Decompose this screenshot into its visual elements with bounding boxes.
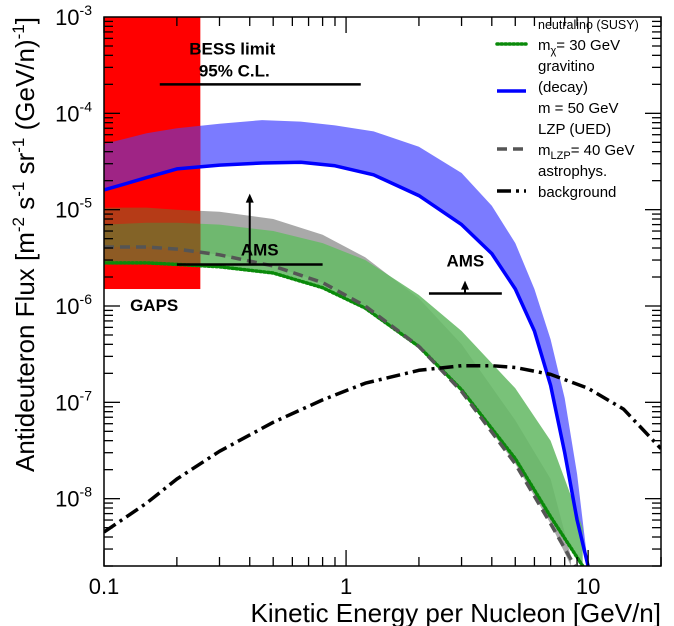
legend-part: = 30 GeV	[556, 37, 620, 54]
legend-text-neutralino-0: neutralino (SUSY)	[538, 18, 639, 32]
x-tick-label: 10	[576, 574, 600, 599]
legend-part: (decay)	[538, 79, 588, 96]
y-axis-label: Antideuteron Flux [m-2 s-1 sr-1 (GeV/n)-…	[9, 17, 40, 472]
y-tick-base: 10	[55, 198, 79, 223]
legend-text-background-0: astrophys.	[538, 163, 607, 180]
plot-frame	[103, 16, 662, 567]
legend-part: LZP (UED)	[538, 121, 611, 138]
y-tick-base: 10	[55, 294, 79, 319]
y-tick-exp: -8	[80, 484, 93, 500]
ams-label-3: AMS	[446, 252, 484, 271]
y-tick-exp: -4	[80, 98, 93, 114]
legend-part: gravitino	[538, 58, 595, 75]
y-label-part: sr	[10, 152, 40, 181]
background-line	[104, 363, 661, 534]
y-tick-base: 10	[55, 101, 79, 126]
y-tick-label: 10-5	[55, 195, 92, 223]
neutralino-line	[104, 261, 585, 566]
y-label-part: (GeV/n)	[10, 39, 40, 137]
gaps-label: GAPS	[130, 296, 178, 315]
ams-label-2: AMS	[241, 240, 279, 259]
ams-arrow-head-2	[245, 193, 254, 203]
y-tick-label: 10-8	[55, 484, 92, 512]
y-label-sup: -2	[9, 217, 28, 232]
y-tick-base: 10	[55, 487, 79, 512]
legend-part: m = 50 GeV	[538, 100, 618, 117]
y-label-part: ]	[10, 17, 40, 24]
legend-text-lzp-1: mLZP= 40 GeV	[538, 142, 634, 162]
legend-part: m	[538, 142, 551, 159]
bess-label-line1: BESS limit	[189, 39, 275, 58]
legend-entry-background: astrophys. background	[497, 163, 616, 201]
legend-entry-lzp: LZP (UED) mLZP= 40 GeV	[497, 121, 634, 162]
legend-entry-gravitino: gravitino (decay) m = 50 GeV	[497, 58, 618, 117]
x-tick-label: 0.1	[89, 574, 120, 599]
legend-small: neutralino (SUSY)	[538, 18, 639, 32]
legend-part: = 40 GeV	[571, 142, 635, 159]
x-tick-label: 1	[340, 574, 352, 599]
x-axis-label: Kinetic Energy per Nucleon [GeV/n]	[251, 598, 661, 626]
y-label-sup: -1	[9, 24, 28, 39]
legend-text-gravitino-1: (decay)	[538, 79, 588, 96]
legend-sub: χ	[551, 45, 557, 57]
y-tick-label: 10-6	[55, 291, 92, 319]
neutralino-gaps-overlap	[104, 222, 201, 266]
gravitino-line	[104, 160, 590, 566]
legend-entry-neutralino: neutralino (SUSY) mχ= 30 GeV	[495, 18, 639, 57]
legend-text-neutralino-1: mχ= 30 GeV	[538, 37, 620, 57]
y-label-part: s	[10, 197, 40, 217]
legend-text-gravitino-2: m = 50 GeV	[538, 100, 618, 117]
y-tick-label: 10-3	[55, 2, 92, 30]
gravitino-gaps-overlap	[104, 125, 201, 190]
y-tick-base: 10	[55, 390, 79, 415]
legend-sub: LZP	[551, 150, 571, 162]
y-label-sup: -1	[9, 182, 28, 197]
ams-arrow-head-3	[461, 280, 470, 290]
y-label-part: Antideuteron Flux [m	[10, 232, 40, 472]
lzp-line	[104, 245, 577, 566]
y-tick-exp: -5	[80, 195, 93, 211]
gaps-overlap	[104, 125, 201, 266]
y-tick-exp: -6	[80, 291, 93, 307]
legend-part: m	[538, 37, 551, 54]
y-tick-exp: -3	[80, 2, 93, 18]
legend-text-background-1: background	[538, 184, 616, 201]
legend-part: background	[538, 184, 616, 201]
y-tick-base: 10	[55, 5, 79, 30]
bess-label-line2: 95% C.L.	[199, 61, 270, 80]
y-label-sup: -1	[9, 138, 28, 153]
y-tick-label: 10-7	[55, 387, 92, 415]
legend-text-gravitino-0: gravitino	[538, 58, 595, 75]
y-tick-label: 10-4	[55, 98, 92, 126]
y-tick-exp: -7	[80, 387, 93, 403]
legend-text-lzp-0: LZP (UED)	[538, 121, 611, 138]
legend-part: astrophys.	[538, 163, 607, 180]
